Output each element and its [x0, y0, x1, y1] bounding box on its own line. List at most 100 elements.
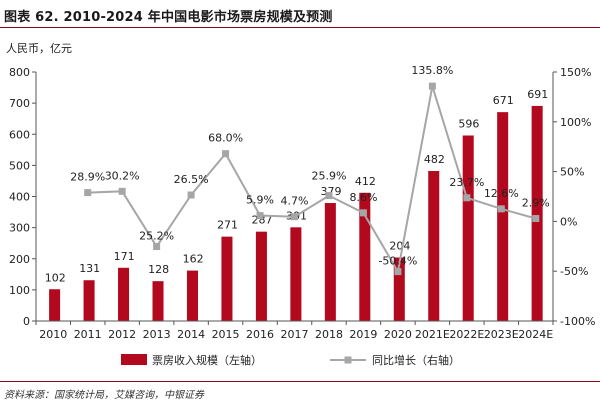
right-tick-label: 50%: [560, 166, 584, 179]
x-tick-label: 2012: [108, 328, 136, 341]
left-tick-label: 600: [9, 128, 30, 141]
growth-label-2016: 5.9%: [246, 194, 274, 207]
x-tick-label: 2024E: [518, 328, 553, 341]
x-tick-label: 2016: [246, 328, 274, 341]
bar-2011: [83, 280, 95, 321]
growth-label-2017: 4.7%: [281, 195, 309, 208]
legend-label-line: 同比增长（右轴）: [372, 353, 460, 367]
bar-2021E: [428, 170, 440, 321]
left-tick-label: 300: [9, 222, 30, 235]
bar-2012: [118, 267, 130, 321]
bar-label-2013: 128: [148, 263, 169, 276]
axes: 0 100 200 300 400 500 600 700 800 -100% -50% 0% 50% 1…: [9, 66, 595, 328]
growth-label-2011: 28.9%: [70, 171, 105, 184]
growth-point-2020: [394, 268, 402, 276]
bar-series: [49, 105, 543, 322]
legend: 票房收入规模（左轴） 同比增长（右轴）: [121, 353, 460, 367]
bar-2014: [186, 270, 198, 321]
legend-swatch-marker: [344, 356, 352, 364]
growth-label-2013: 25.2%: [139, 229, 174, 242]
bar-2022E: [462, 135, 474, 321]
x-tick-label: 2014: [177, 328, 205, 341]
right-tick-label: 100%: [560, 116, 591, 129]
growth-point-2011: [84, 189, 92, 197]
bar-2017: [290, 227, 302, 321]
growth-point-2018: [325, 192, 333, 200]
growth-label-2022E: 23.7%: [449, 176, 484, 189]
growth-point-2014: [187, 191, 195, 199]
growth-point-2022E: [463, 194, 471, 202]
left-tick-label: 100: [9, 284, 30, 297]
left-tick-label: 0: [23, 315, 30, 328]
growth-label-2020: -50.4%: [378, 255, 417, 268]
bar-label-2012: 171: [114, 250, 135, 263]
x-tick-label: 2022E: [449, 328, 484, 341]
x-tick-label: 2017: [281, 328, 309, 341]
growth-point-2017: [291, 213, 298, 221]
x-tick-label: 2011: [74, 328, 102, 341]
left-tick-label: 800: [9, 66, 30, 79]
line-labels: 28.9% 30.2% 25.2% 26.5% 68.0% 5.9% 4.7%25.9%8.…: [70, 64, 550, 267]
right-tick-label: 0%: [560, 215, 577, 228]
growth-point-2012: [118, 187, 126, 195]
growth-label-2023E: 12.6%: [484, 187, 519, 200]
left-tick-label: 700: [9, 97, 30, 110]
growth-label-2015: 68.0%: [208, 132, 243, 145]
bar-label-2023E: 671: [493, 94, 514, 107]
x-tick-label: 2020: [384, 328, 412, 341]
x-tick-label: 2023E: [484, 328, 519, 341]
x-axis: 2010 2011 2012 2013 2014 2015 2016 2017 2018 2019…: [35, 320, 554, 341]
x-tick-label: 2013: [143, 328, 171, 341]
growth-point-2015: [222, 150, 230, 158]
growth-point-2021E: [428, 82, 436, 90]
left-tick-label: 200: [9, 253, 30, 266]
right-tick-label: -100%: [560, 315, 595, 328]
legend-swatch-bar: [121, 354, 147, 365]
bar-label-2015: 271: [217, 219, 238, 232]
growth-line: [87, 85, 537, 275]
x-tick-label: 2010: [39, 328, 67, 341]
x-tick-label: 2019: [349, 328, 377, 341]
growth-label-2019: 8.6%: [349, 191, 377, 204]
line-series: [84, 82, 540, 276]
bar-2024E: [531, 105, 543, 322]
right-tick-label: -50%: [560, 265, 588, 278]
bar-label-2021E: 482: [424, 153, 445, 166]
bar-label-2011: 131: [79, 262, 100, 275]
source-note: 资料来源：国家统计局，艾媒咨询，中银证券: [4, 390, 204, 401]
bar-2019: [359, 192, 371, 321]
growth-point-2024E: [532, 215, 540, 223]
bar-label-2024E: 691: [527, 88, 548, 101]
growth-label-2014: 26.5%: [174, 173, 209, 186]
growth-label-2012: 30.2%: [105, 169, 140, 182]
bar-label-2010: 102: [45, 271, 66, 284]
growth-label-2021E: 135.8%: [411, 64, 453, 77]
bar-label-2019: 412: [355, 175, 376, 188]
growth-point-2019: [359, 209, 367, 217]
growth-point-2016: [256, 212, 264, 220]
legend-label-bar: 票房收入规模（左轴）: [152, 353, 262, 367]
right-tick-label: 150%: [560, 66, 591, 79]
bar-2023E: [497, 112, 509, 322]
bar-label-2014: 162: [183, 253, 204, 266]
growth-label-2018: 25.9%: [311, 170, 346, 183]
growth-point-2023E: [497, 205, 505, 213]
bar-2015: [221, 236, 233, 321]
growth-label-2024E: 2.9%: [522, 197, 550, 210]
bar-label-2022E: 596: [458, 117, 479, 130]
bar-2013: [152, 281, 164, 321]
unit-label: 人民币，亿元: [6, 42, 72, 55]
title-divider: [0, 27, 600, 28]
bar-2010: [49, 289, 61, 321]
left-tick-label: 500: [9, 159, 30, 172]
chart-title: 图表 62. 2010-2024 年中国电影市场票房规模及预测: [4, 10, 333, 25]
bar-2018: [324, 203, 336, 321]
x-tick-label: 2015: [212, 328, 240, 341]
x-tick-label: 2018: [315, 328, 343, 341]
growth-point-2013: [153, 242, 161, 250]
x-tick-label: 2021E: [415, 328, 450, 341]
source-divider: [0, 381, 600, 382]
bar-2016: [255, 231, 267, 321]
